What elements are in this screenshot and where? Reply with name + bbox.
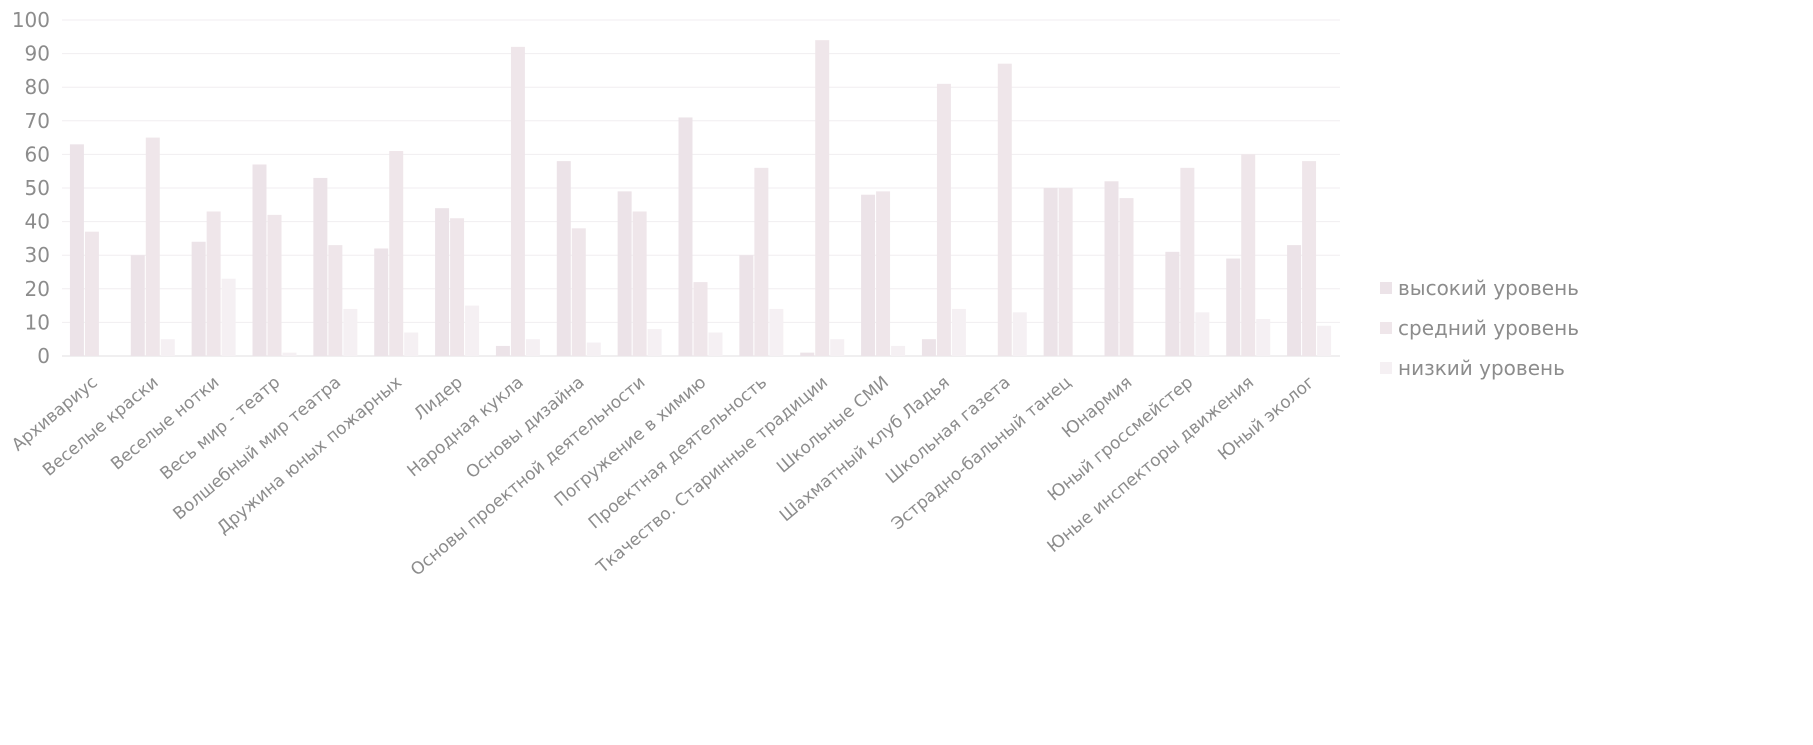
y-axis-ticks: 0 10 20 30 40 50 60 70 80 90 100 <box>12 8 50 368</box>
bar-3-5 <box>343 309 357 356</box>
bar-2-2 <box>146 138 160 356</box>
bar-3-8 <box>526 339 540 356</box>
legend: высокий уровень средний уровень низкий уро… <box>1380 276 1579 380</box>
y-tick-label: 40 <box>25 210 50 234</box>
bar-2-3 <box>207 212 221 356</box>
bar-3-4 <box>283 353 297 356</box>
x-tick-label: Школьные СМИ <box>773 373 893 478</box>
bar-1-12 <box>739 255 753 356</box>
bar-2-20 <box>1241 154 1255 356</box>
bar-2-11 <box>694 282 708 356</box>
bar-1-19 <box>1165 252 1179 356</box>
bar-3-19 <box>1195 312 1209 356</box>
bar-2-9 <box>572 228 586 356</box>
legend-label-3: низкий уровень <box>1398 356 1565 380</box>
y-tick-label: 20 <box>25 277 50 301</box>
bar-2-8 <box>511 47 525 356</box>
y-tick-label: 10 <box>25 310 50 334</box>
bar-2-7 <box>450 218 464 356</box>
bar-3-16 <box>1013 312 1027 356</box>
bar-2-21 <box>1302 161 1316 356</box>
bar-3-11 <box>709 332 723 356</box>
bar-3-20 <box>1256 319 1270 356</box>
bar-1-5 <box>313 178 327 356</box>
bar-2-15 <box>937 84 951 356</box>
bar-3-15 <box>952 309 966 356</box>
y-tick-label: 100 <box>12 8 50 32</box>
y-tick-label: 80 <box>25 75 50 99</box>
bar-2-14 <box>876 191 890 356</box>
legend-swatch-3 <box>1380 362 1392 374</box>
x-tick-label: Веселые краски <box>39 373 162 481</box>
bar-1-13 <box>800 353 814 356</box>
bar-1-9 <box>557 161 571 356</box>
x-tick-label: Веселые нотки <box>107 373 223 475</box>
legend-swatch-2 <box>1380 322 1392 334</box>
bar-3-9 <box>587 343 601 356</box>
bar-3-7 <box>465 306 479 356</box>
bar-1-15 <box>922 339 936 356</box>
bar-2-16 <box>998 64 1012 356</box>
bar-1-11 <box>679 117 693 356</box>
legend-swatch-1 <box>1380 282 1392 294</box>
bar-2-10 <box>633 212 647 356</box>
bar-1-17 <box>1044 188 1058 356</box>
y-tick-label: 0 <box>37 344 50 368</box>
bar-2-4 <box>268 215 282 356</box>
bar-1-14 <box>861 195 875 356</box>
bar-3-6 <box>404 332 418 356</box>
x-tick-label: Лидер <box>410 373 466 425</box>
bar-2-19 <box>1180 168 1194 356</box>
bar-3-13 <box>830 339 844 356</box>
bar-1-7 <box>435 208 449 356</box>
bar-3-10 <box>648 329 662 356</box>
bar-1-8 <box>496 346 510 356</box>
bar-2-6 <box>389 151 403 356</box>
bar-2-13 <box>815 40 829 356</box>
bar-3-12 <box>769 309 783 356</box>
bar-3-3 <box>222 279 236 356</box>
bar-1-21 <box>1287 245 1301 356</box>
bar-1-20 <box>1226 259 1240 356</box>
bar-2-5 <box>328 245 342 356</box>
bar-2-18 <box>1120 198 1134 356</box>
legend-label-1: высокий уровень <box>1398 276 1579 300</box>
bar-1-18 <box>1105 181 1119 356</box>
bar-1-1 <box>70 144 84 356</box>
y-tick-label: 90 <box>25 42 50 66</box>
bar-3-21 <box>1317 326 1331 356</box>
bar-2-17 <box>1059 188 1073 356</box>
bar-1-10 <box>618 191 632 356</box>
bar-1-2 <box>131 255 145 356</box>
bar-1-3 <box>192 242 206 356</box>
bar-3-2 <box>161 339 175 356</box>
bar-2-1 <box>85 232 99 356</box>
y-tick-label: 30 <box>25 243 50 267</box>
bar-1-4 <box>253 164 267 356</box>
y-tick-label: 60 <box>25 142 50 166</box>
y-tick-label: 50 <box>25 176 50 200</box>
bar-3-14 <box>891 346 905 356</box>
y-tick-label: 70 <box>25 109 50 133</box>
legend-label-2: средний уровень <box>1398 316 1579 340</box>
bar-2-12 <box>754 168 768 356</box>
bar-1-6 <box>374 248 388 356</box>
